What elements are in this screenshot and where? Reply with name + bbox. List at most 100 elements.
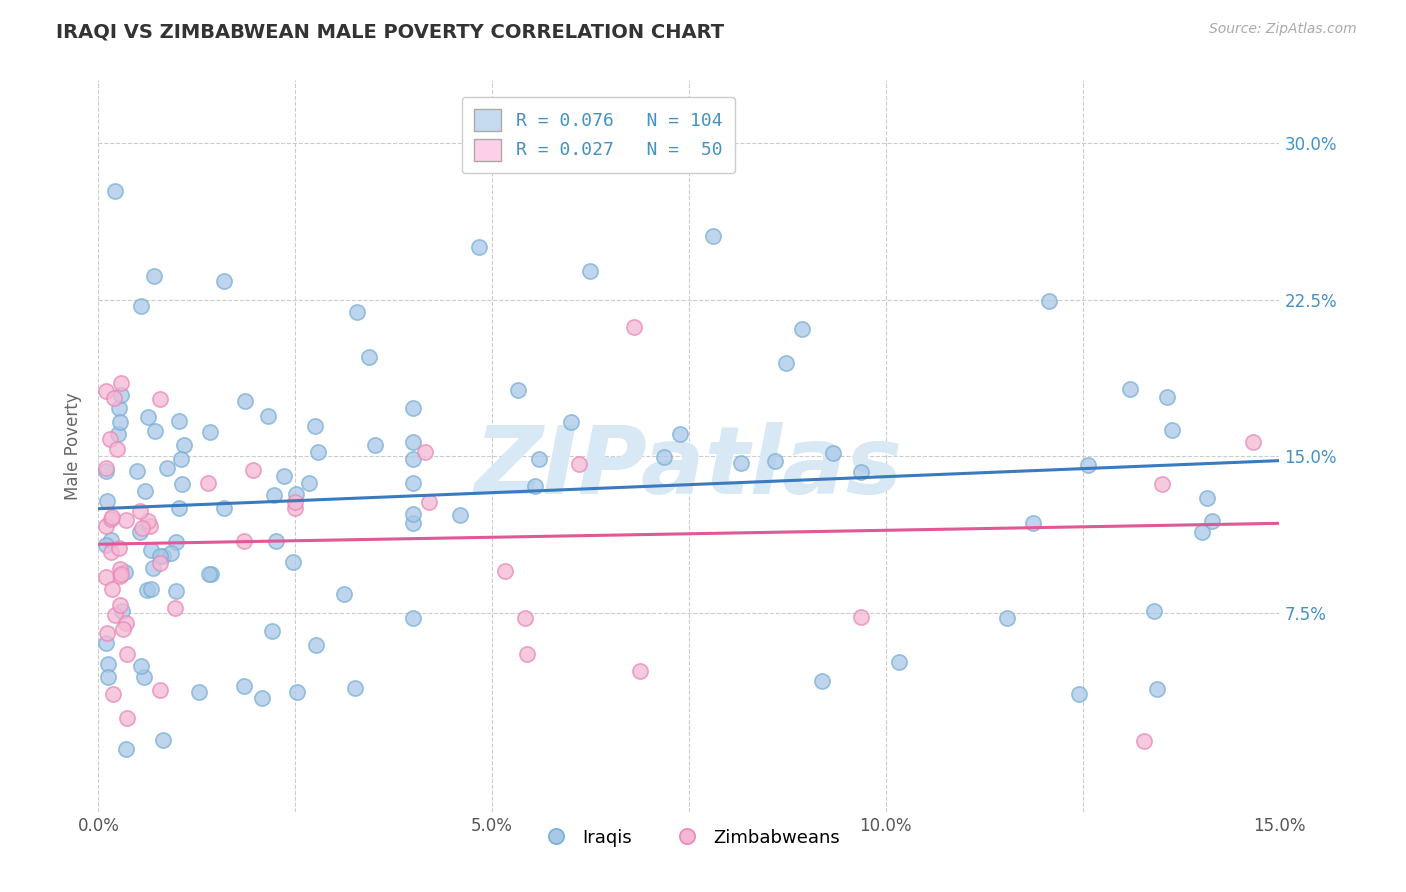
Point <box>579 264 602 278</box>
Point <box>108 562 131 576</box>
Point <box>111 622 134 636</box>
Point <box>702 229 724 244</box>
Point <box>730 456 752 470</box>
Point <box>143 424 166 438</box>
Point <box>285 685 308 699</box>
Point <box>100 512 122 526</box>
Point <box>96 519 118 533</box>
Point <box>1191 525 1213 540</box>
Point <box>560 416 582 430</box>
Point <box>494 564 516 578</box>
Point <box>165 535 187 549</box>
Point <box>233 679 256 693</box>
Point <box>1156 390 1178 404</box>
Point <box>332 587 354 601</box>
Point <box>108 598 131 612</box>
Point <box>346 305 368 319</box>
Point <box>307 445 329 459</box>
Text: IRAQI VS ZIMBABWEAN MALE POVERTY CORRELATION CHART: IRAQI VS ZIMBABWEAN MALE POVERTY CORRELA… <box>56 22 724 41</box>
Point <box>110 388 132 402</box>
Point <box>516 647 538 661</box>
Point <box>149 683 172 698</box>
Point <box>139 519 162 533</box>
Point <box>1022 516 1045 531</box>
Point <box>167 414 190 428</box>
Point <box>1119 382 1142 396</box>
Point <box>214 501 236 516</box>
Point <box>524 479 547 493</box>
Point <box>402 451 425 466</box>
Point <box>889 655 911 669</box>
Point <box>115 647 138 661</box>
Point <box>143 269 166 284</box>
Point <box>129 525 152 540</box>
Point <box>284 487 307 501</box>
Point <box>165 600 187 615</box>
Point <box>170 451 193 466</box>
Point <box>1241 435 1264 450</box>
Y-axis label: Male Poverty: Male Poverty <box>65 392 83 500</box>
Point <box>136 514 159 528</box>
Point <box>96 569 118 583</box>
Point <box>668 427 690 442</box>
Point <box>513 611 536 625</box>
Point <box>197 475 219 490</box>
Point <box>101 582 124 596</box>
Point <box>214 274 236 288</box>
Point <box>115 616 138 631</box>
Point <box>763 454 786 468</box>
Point <box>402 475 425 490</box>
Point <box>402 401 425 415</box>
Point <box>149 392 172 406</box>
Point <box>402 435 425 450</box>
Point <box>568 457 591 471</box>
Point <box>115 711 138 725</box>
Point <box>100 533 122 548</box>
Point <box>96 635 118 649</box>
Point <box>1067 687 1090 701</box>
Point <box>418 495 440 509</box>
Point <box>134 484 156 499</box>
Point <box>131 521 153 535</box>
Point <box>344 681 367 696</box>
Point <box>260 624 283 638</box>
Point <box>1150 476 1173 491</box>
Point <box>811 674 834 689</box>
Point <box>160 546 183 560</box>
Point <box>652 450 675 464</box>
Point <box>402 610 425 624</box>
Point <box>152 549 174 563</box>
Legend: Iraqis, Zimbabweans: Iraqis, Zimbabweans <box>530 822 848 854</box>
Point <box>108 401 131 415</box>
Point <box>1133 734 1156 748</box>
Point <box>108 416 131 430</box>
Point <box>266 534 288 549</box>
Point <box>136 410 159 425</box>
Point <box>298 475 321 490</box>
Point <box>851 465 873 479</box>
Point <box>359 351 381 365</box>
Point <box>467 240 489 254</box>
Point <box>1143 604 1166 618</box>
Point <box>849 609 872 624</box>
Point <box>132 670 155 684</box>
Point <box>1146 681 1168 696</box>
Point <box>1201 514 1223 528</box>
Point <box>139 582 162 597</box>
Point <box>283 555 305 569</box>
Point <box>413 445 436 459</box>
Point <box>105 442 128 456</box>
Point <box>128 504 150 518</box>
Point <box>110 376 132 390</box>
Point <box>104 608 127 623</box>
Point <box>623 319 645 334</box>
Point <box>127 464 149 478</box>
Point <box>628 665 651 679</box>
Point <box>103 391 125 405</box>
Point <box>101 687 124 701</box>
Point <box>273 468 295 483</box>
Text: ZIPatlas: ZIPatlas <box>475 422 903 514</box>
Point <box>250 691 273 706</box>
Point <box>98 432 121 446</box>
Point <box>233 394 256 409</box>
